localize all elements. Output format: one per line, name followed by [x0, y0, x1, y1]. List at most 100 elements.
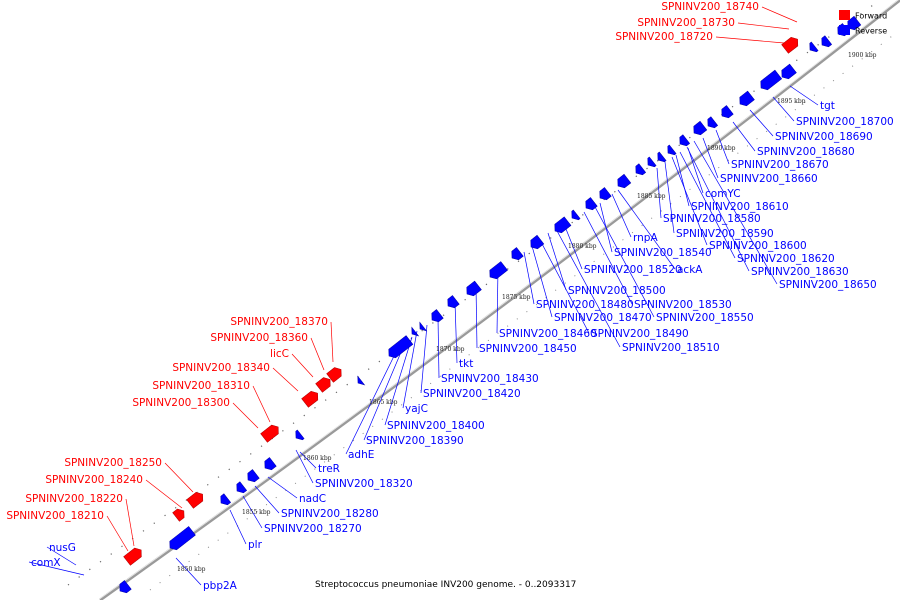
- forward-leader-line: [737, 22, 790, 30]
- reverse-leader-line: [175, 557, 202, 586]
- reverse-gene-arrow: [585, 197, 598, 211]
- forward-gene-arrow: [315, 377, 331, 393]
- reverse-gene-arrow: [781, 63, 797, 80]
- legend-forward-swatch: [839, 10, 850, 20]
- forward-gene-label-spninv200-18370: SPNINV200_18370: [230, 316, 328, 328]
- forward-leader-line: [125, 498, 135, 547]
- reverse-gene-arrow: [511, 247, 524, 261]
- reverse-gene-arrow: [667, 144, 677, 156]
- reverse-gene-arrow: [220, 493, 232, 506]
- reverse-gene-arrow: [707, 116, 719, 129]
- reverse-leader-line: [772, 96, 795, 122]
- forward-gene-label-spninv200-18740: SPNINV200_18740: [661, 1, 759, 13]
- genome-axis-highlight: [98, 0, 899, 600]
- reverse-gene-label-plr: plr: [248, 539, 263, 551]
- forward-leader-line: [310, 337, 325, 371]
- forward-gene-arrow: [260, 424, 279, 443]
- legend-reverse-label: Reverse: [855, 27, 887, 36]
- reverse-leader-line: [437, 317, 440, 379]
- reverse-gene-arrow: [599, 187, 612, 201]
- forward-gene-label-spninv200-18720: SPNINV200_18720: [615, 31, 713, 43]
- forward-leader-line: [272, 367, 299, 392]
- reverse-gene-arrow: [617, 173, 632, 189]
- reverse-gene-arrow: [809, 41, 819, 53]
- reverse-gene-label-trer: treR: [318, 463, 340, 475]
- reverse-gene-label-spninv200-18420: SPNINV200_18420: [423, 388, 521, 400]
- reverse-gene-label-spninv200-18530: SPNINV200_18530: [634, 299, 732, 311]
- reverse-leader-line: [664, 161, 675, 234]
- reverse-gene-label-spninv200-18270: SPNINV200_18270: [264, 523, 362, 535]
- reverse-gene-label-spninv200-18580: SPNINV200_18580: [663, 213, 761, 225]
- scale-tick-label: 1895 kbp: [777, 98, 806, 105]
- reverse-gene-label-spninv200-18500: SPNINV200_18500: [568, 285, 666, 297]
- reverse-gene-label-spninv200-18650: SPNINV200_18650: [779, 279, 877, 291]
- forward-leader-line: [164, 462, 194, 493]
- reverse-leader-line: [475, 285, 478, 349]
- reverse-leader-line: [539, 239, 590, 334]
- reverse-gene-label-spninv200-18660: SPNINV200_18660: [720, 173, 818, 185]
- feature-layer: [119, 15, 862, 594]
- reverse-leader-line: [611, 193, 632, 238]
- reverse-leader-line: [229, 509, 247, 545]
- reverse-gene-arrow: [247, 469, 260, 483]
- forward-gene-label-spninv200-18300: SPNINV200_18300: [132, 397, 230, 409]
- reverse-gene-label-spninv200-18320: SPNINV200_18320: [315, 478, 413, 490]
- reverse-gene-label-pbp2a: pbp2A: [203, 580, 238, 592]
- genome-axis: [99, 0, 900, 600]
- reverse-gene-label-spninv200-18450: SPNINV200_18450: [479, 343, 577, 355]
- reverse-gene-arrow: [635, 163, 647, 176]
- reverse-gene-arrow: [388, 335, 414, 359]
- forward-gene-arrow: [123, 547, 142, 566]
- forward-leader-line: [106, 515, 129, 552]
- reverse-gene-label-spninv200-18390: SPNINV200_18390: [366, 435, 464, 447]
- reverse-gene-arrow: [119, 580, 132, 594]
- reverse-gene-arrow: [657, 151, 667, 163]
- forward-leader-line: [252, 385, 271, 423]
- reverse-leader-line: [555, 228, 621, 348]
- reverse-leader-line: [686, 146, 750, 272]
- reverse-gene-label-adhe: adhE: [348, 449, 374, 461]
- legend-forward-label: Forward: [855, 12, 887, 21]
- reverse-gene-label-nadc: nadC: [299, 493, 326, 505]
- reverse-gene-label-spninv200-18540: SPNINV200_18540: [614, 247, 712, 259]
- reverse-gene-arrow: [419, 321, 428, 332]
- reverse-gene-label-spninv200-18600: SPNINV200_18600: [709, 240, 807, 252]
- reverse-gene-arrow: [431, 309, 444, 323]
- reverse-gene-label-spninv200-18620: SPNINV200_18620: [737, 253, 835, 265]
- scale-tick-label: 1875 kbp: [502, 294, 531, 301]
- reverse-gene-arrow: [760, 69, 783, 91]
- reverse-leader-line: [656, 167, 662, 219]
- reverse-leader-line: [715, 129, 730, 165]
- reverse-leader-line: [254, 485, 280, 514]
- scale-tick-label: 1900 kbp: [848, 52, 877, 59]
- forward-leader-line: [232, 402, 259, 429]
- reverse-leader-line: [675, 154, 690, 207]
- forward-gene-arrow: [326, 367, 342, 383]
- reverse-gene-arrow: [554, 216, 572, 234]
- reverse-leader-line: [789, 85, 819, 106]
- reverse-leader-line: [687, 147, 704, 194]
- reverse-leader-line: [496, 267, 499, 334]
- reverse-gene-arrow: [530, 234, 545, 250]
- legend-reverse-swatch: [839, 25, 850, 35]
- scale-tick-label: 1850 kbp: [177, 566, 206, 573]
- reverse-leader-line: [402, 330, 418, 409]
- reverse-gene-label-spninv200-18510: SPNINV200_18510: [622, 342, 720, 354]
- forward-gene-label-spninv200-18310: SPNINV200_18310: [152, 380, 250, 392]
- reverse-gene-label-spninv200-18590: SPNINV200_18590: [676, 228, 774, 240]
- reverse-leader-line: [531, 245, 553, 318]
- reverse-leader-line: [679, 151, 736, 259]
- forward-leader-line: [145, 479, 183, 509]
- reverse-gene-arrow: [411, 326, 420, 337]
- scale-tick-label: 1855 kbp: [242, 509, 271, 516]
- feature-labels: SPNINV200_18740 SPNINV200_18730 SPNINV200_…: [6, 1, 893, 592]
- reverse-gene-label-comx: comX: [31, 557, 61, 569]
- reverse-leader-line: [671, 156, 708, 246]
- reverse-gene-arrow: [295, 429, 305, 441]
- reverse-leader-line: [702, 137, 719, 179]
- reverse-leader-line: [299, 451, 317, 469]
- reverse-gene-label-rnpa: rnpA: [633, 232, 658, 244]
- forward-gene-label-spninv200-18220: SPNINV200_18220: [25, 493, 123, 505]
- reverse-leader-line: [242, 495, 263, 529]
